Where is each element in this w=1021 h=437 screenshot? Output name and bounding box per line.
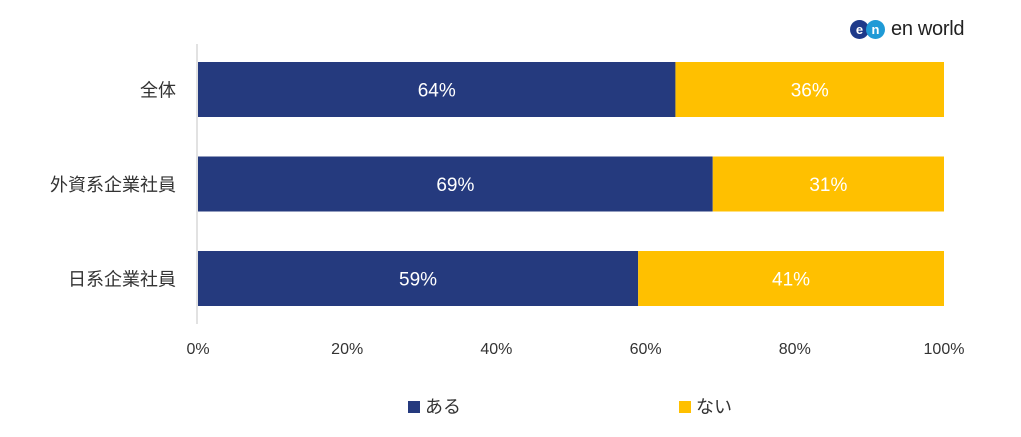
- category-label: 全体: [140, 81, 176, 102]
- enworld-logo-mark: e n: [850, 19, 885, 39]
- bar-segment-nai: [675, 62, 944, 117]
- bar-data-label: 36%: [791, 81, 829, 102]
- bar-data-label: 41%: [772, 270, 810, 291]
- bar-data-label: 31%: [809, 175, 847, 196]
- x-tick-label: 80%: [779, 341, 811, 358]
- legend: ある ない: [408, 397, 732, 418]
- bar-data-label: 59%: [399, 270, 437, 291]
- category-label: 日系企業社員: [68, 270, 176, 291]
- logo-text: en world: [891, 17, 965, 40]
- bar-segment-aru: [198, 251, 639, 306]
- x-tick-label: 40%: [480, 341, 512, 358]
- legend-label: ない: [696, 397, 732, 418]
- bar-data-label: 64%: [418, 81, 456, 102]
- bars-group: 64% 36% 69% 31% 59% 41%: [198, 62, 944, 306]
- bar-segment-aru: [198, 62, 676, 117]
- bar-segment-nai: [638, 251, 944, 306]
- enworld-logo: e n en world: [850, 14, 965, 44]
- x-tick-label: 0%: [186, 341, 209, 358]
- logo-mark-n: n: [866, 19, 885, 39]
- x-tick-label: 20%: [331, 341, 363, 358]
- legend-label: ある: [425, 397, 461, 418]
- legend-swatch-aru: [408, 401, 420, 413]
- category-label: 外資系企業社員: [50, 175, 176, 196]
- logo-mark-e: e: [850, 19, 869, 39]
- bar-segment-nai: [712, 156, 944, 212]
- x-tick-label: 100%: [924, 341, 965, 358]
- bar-segment-aru: [198, 156, 713, 212]
- x-axis-ticks: 0% 20% 40% 60% 80% 100%: [186, 341, 964, 358]
- x-tick-label: 60%: [630, 341, 662, 358]
- legend-swatch-nai: [679, 401, 691, 413]
- bar-data-label: 69%: [436, 175, 474, 196]
